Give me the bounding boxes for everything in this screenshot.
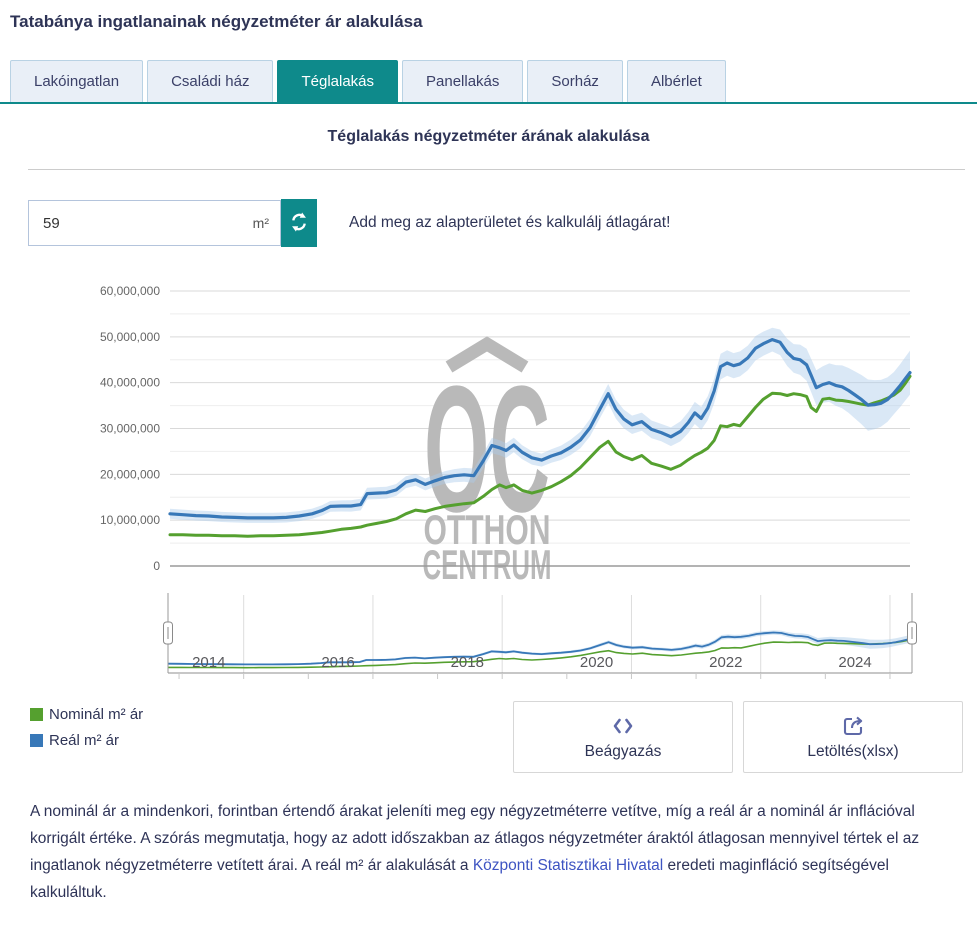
y-axis-label: 30,000,000 (100, 422, 160, 436)
action-label: Beágyazás (584, 742, 662, 760)
divider (28, 169, 965, 170)
x-axis-label: 2016 (321, 654, 354, 671)
tab-alberlet[interactable]: Albérlet (626, 60, 726, 102)
calculator-cta-text: Add meg az alapterületet és kalkulálj át… (349, 214, 671, 231)
otthon-centrum-logo-chevron-icon (445, 336, 529, 373)
navigator-handle-left[interactable] (163, 593, 173, 673)
chart-footer-row: Nominál m² ár Reál m² ár Beágyazás Letölté… (30, 701, 963, 773)
y-axis-label: 60,000,000 (100, 284, 160, 298)
navigator-real-line (167, 631, 913, 666)
tab-panellakas[interactable]: Panellakás (402, 60, 524, 102)
action-label: Letöltés(xlsx) (807, 742, 899, 760)
price-chart[interactable]: 0 10,000,000 20,000,000 30,000,000 40,000,00… (0, 278, 977, 688)
y-axis-label: 0 (153, 559, 160, 573)
area-calculator: m² Add meg az alapterületet és kalkulálj… (28, 199, 977, 247)
nominal-price-line (168, 374, 912, 538)
y-axis-label: 40,000,000 (100, 376, 160, 390)
watermark-text: OTTHON (424, 506, 551, 553)
real-price-confidence-band (170, 327, 910, 523)
area-input[interactable] (29, 201, 243, 245)
export-icon (841, 714, 865, 738)
x-axis-label: 2020 (580, 654, 613, 671)
watermark-text: OC (424, 349, 550, 550)
watermark-text: CENTRUM (423, 541, 552, 588)
letoltes-xlsx--button[interactable]: Letöltés(xlsx) (743, 701, 963, 773)
legend-item-nominal-m-ar: Nominál m² ár (30, 706, 143, 723)
chart-canvas[interactable]: 0 10,000,000 20,000,000 30,000,000 40,000,00… (0, 278, 977, 688)
legend-label: Nominál m² ár (49, 706, 144, 723)
x-axis-label: 2024 (838, 654, 871, 671)
tab-sorhaz[interactable]: Sorház (527, 60, 623, 102)
area-input-wrap: m² (28, 200, 281, 246)
tab-lakoingatlan[interactable]: Lakóingatlan (10, 60, 144, 102)
navigator-nominal-line (168, 638, 913, 669)
legend-label: Reál m² ár (49, 732, 120, 749)
legend-swatch (30, 708, 43, 721)
y-axis-label: 10,000,000 (100, 513, 160, 527)
chart-actions: Beágyazás Letöltés(xlsx) (513, 701, 963, 773)
property-type-tabbar: Lakóingatlan Családi ház Téglalakás Panella… (0, 60, 977, 104)
explanation-part2: eredeti maginfláció segítségével kalkulá… (30, 857, 889, 901)
ksh-link[interactable]: Központi Statisztikai Hivatal (472, 857, 664, 874)
legend-item-real-m-ar: Reál m² ár (30, 732, 143, 749)
chart-legend: Nominál m² ár Reál m² ár (30, 701, 143, 749)
x-axis-label: 2014 (192, 654, 225, 671)
chart-subtitle: Téglalakás négyzetméter árának alakulása (327, 128, 650, 145)
legend-swatch (30, 734, 43, 747)
navigator-band (168, 630, 912, 666)
real-price-line (168, 338, 912, 520)
refresh-icon (288, 210, 310, 237)
tab-csaladi-haz[interactable]: Családi ház (147, 60, 274, 102)
page-title: Tatabánya ingatlanainak négyzetméter ár … (10, 12, 423, 31)
explanation-text: A nominál ár a mindenkori, forintban ért… (30, 798, 947, 906)
x-axis-label: 2018 (451, 654, 484, 671)
area-unit-label: m² (252, 215, 269, 231)
embed-code-icon (610, 714, 636, 738)
navigator-handle-right[interactable] (907, 593, 917, 673)
beagyazas-button[interactable]: Beágyazás (513, 701, 733, 773)
explanation-part1: A nominál ár a mindenkori, forintban ért… (30, 803, 920, 874)
tab-teglalakas[interactable]: Téglalakás (277, 60, 399, 102)
navigator[interactable] (163, 593, 917, 679)
y-axis-label: 50,000,000 (100, 330, 160, 344)
recalculate-button[interactable] (281, 199, 317, 247)
x-axis-label: 2022 (709, 654, 742, 671)
y-axis-label: 20,000,000 (100, 467, 160, 481)
